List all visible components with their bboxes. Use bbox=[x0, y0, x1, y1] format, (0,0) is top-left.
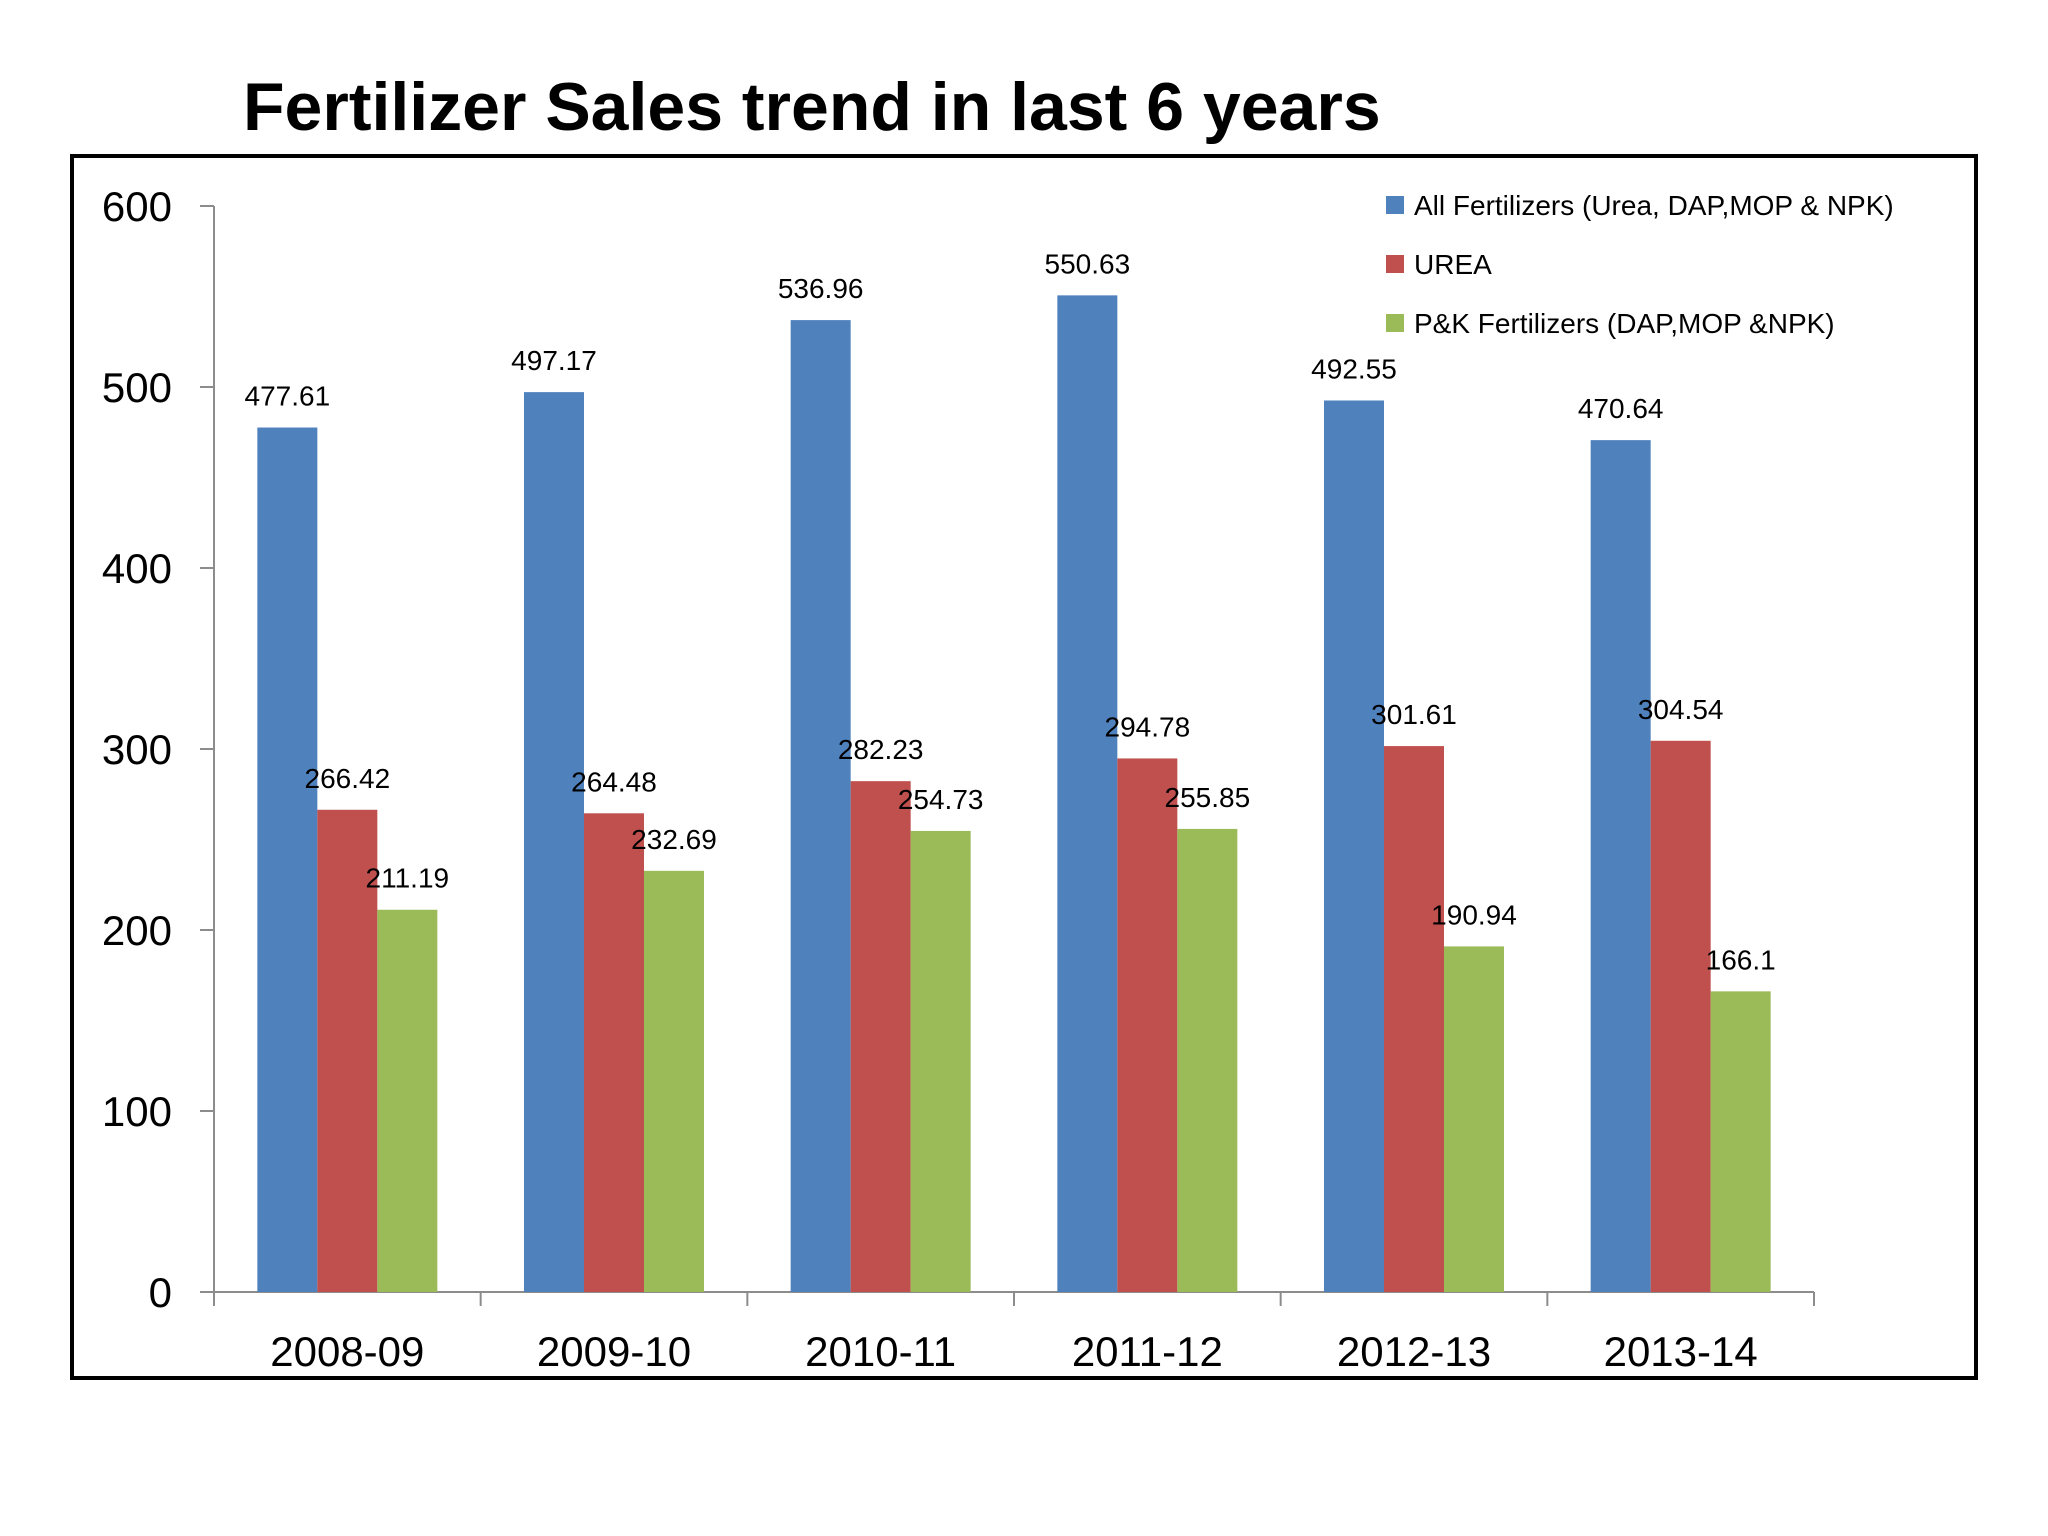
x-tick-label: 2011-12 bbox=[1072, 1328, 1223, 1375]
legend-label: P&K Fertilizers (DAP,MOP &NPK) bbox=[1414, 308, 1835, 339]
bar-1 bbox=[1057, 295, 1118, 1292]
chart-frame: 0 100 200 300 400 500 600 477.61 266.42 211.19 200… bbox=[70, 154, 1978, 1380]
data-label: 166.1 bbox=[1706, 944, 1776, 975]
data-label: 211.19 bbox=[366, 863, 450, 894]
data-label: 477.61 bbox=[245, 381, 331, 412]
data-label: 266.42 bbox=[305, 763, 391, 794]
bar-2 bbox=[1117, 758, 1178, 1292]
legend-label: All Fertilizers (Urea, DAP,MOP & NPK) bbox=[1414, 190, 1894, 221]
data-label: 492.55 bbox=[1311, 353, 1397, 384]
data-label: 264.48 bbox=[571, 766, 657, 797]
chart-title: Fertilizer Sales trend in last 6 years bbox=[243, 69, 1381, 145]
x-tick-label: 2008-09 bbox=[270, 1328, 424, 1375]
bar-1 bbox=[524, 392, 584, 1292]
x-tick-label: 2012-13 bbox=[1337, 1328, 1491, 1375]
y-tick-label: 300 bbox=[102, 726, 172, 773]
x-tick-label: 2009-10 bbox=[537, 1328, 691, 1375]
bar-3 bbox=[910, 830, 971, 1292]
data-label: 536.96 bbox=[778, 273, 864, 304]
data-label: 304.54 bbox=[1638, 694, 1724, 725]
data-label: 190.94 bbox=[1431, 899, 1517, 930]
data-label: 282.23 bbox=[838, 734, 924, 765]
y-tick-label: 400 bbox=[102, 545, 172, 592]
bar-3 bbox=[1177, 828, 1238, 1292]
bar-3 bbox=[1444, 946, 1504, 1292]
legend-swatch bbox=[1386, 255, 1404, 273]
data-label: 301.61 bbox=[1371, 699, 1457, 730]
bar-1 bbox=[790, 320, 851, 1292]
bar-2 bbox=[584, 813, 644, 1292]
x-tick-label: 2010-11 bbox=[805, 1328, 956, 1375]
bar-1 bbox=[257, 427, 318, 1293]
bar-chart: 0 100 200 300 400 500 600 477.61 266.42 211.19 200… bbox=[102, 183, 1894, 1375]
data-label: 254.73 bbox=[898, 784, 984, 815]
legend-swatch bbox=[1386, 196, 1404, 214]
bar-3 bbox=[644, 870, 704, 1292]
bar-1 bbox=[1324, 400, 1384, 1292]
bar-1 bbox=[1590, 440, 1651, 1292]
bar-2 bbox=[1384, 746, 1444, 1292]
bar-2 bbox=[850, 781, 911, 1292]
y-tick-label: 500 bbox=[102, 364, 172, 411]
bar-2 bbox=[317, 809, 378, 1292]
bar-3 bbox=[377, 909, 438, 1292]
bar-2 bbox=[1650, 740, 1711, 1292]
y-tick-label: 100 bbox=[102, 1088, 172, 1135]
data-label: 255.85 bbox=[1165, 782, 1251, 813]
data-label: 550.63 bbox=[1045, 248, 1131, 279]
data-label: 232.69 bbox=[631, 824, 717, 855]
x-tick-label: 2013-14 bbox=[1604, 1328, 1758, 1375]
y-tick-label: 200 bbox=[102, 907, 172, 954]
data-label: 470.64 bbox=[1578, 393, 1664, 424]
data-label: 497.17 bbox=[511, 345, 597, 376]
y-tick-label: 0 bbox=[149, 1269, 172, 1316]
y-tick-label: 600 bbox=[102, 183, 172, 230]
legend-label: UREA bbox=[1414, 249, 1492, 280]
legend-swatch bbox=[1386, 314, 1404, 332]
bar-3 bbox=[1710, 991, 1771, 1292]
data-label: 294.78 bbox=[1105, 711, 1191, 742]
